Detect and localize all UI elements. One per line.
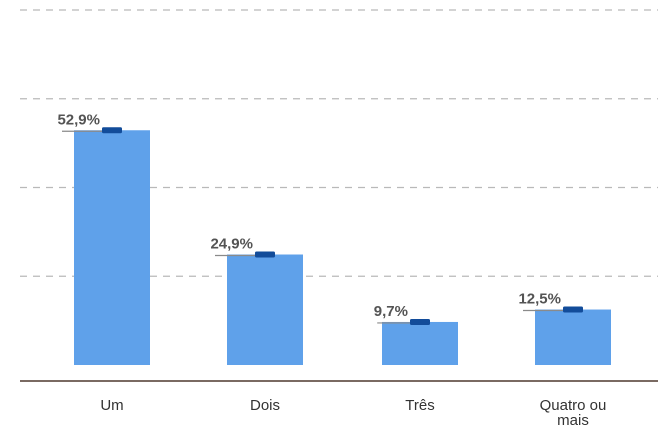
bar-cap-marker	[563, 306, 583, 313]
bar	[535, 309, 611, 365]
bar-cap-marker	[410, 318, 430, 325]
category-label: Quatro ou	[540, 397, 607, 414]
bars	[74, 127, 611, 365]
value-label: 9,7%	[374, 303, 408, 320]
bar-cap-marker	[102, 127, 122, 134]
bar	[227, 254, 303, 365]
bar	[74, 130, 150, 365]
value-label: 12,5%	[518, 291, 561, 308]
category-label: Dois	[250, 397, 280, 414]
bar-cap-marker	[255, 251, 275, 258]
category-label: Um	[100, 397, 123, 414]
value-labels: 52,9% 24,9% 9,7% 12,5%	[57, 111, 563, 324]
category-label: mais	[557, 412, 589, 428]
bar	[382, 321, 458, 365]
value-label: 24,9%	[210, 236, 253, 253]
value-label: 52,9%	[57, 111, 100, 128]
category-label: Três	[405, 397, 434, 414]
